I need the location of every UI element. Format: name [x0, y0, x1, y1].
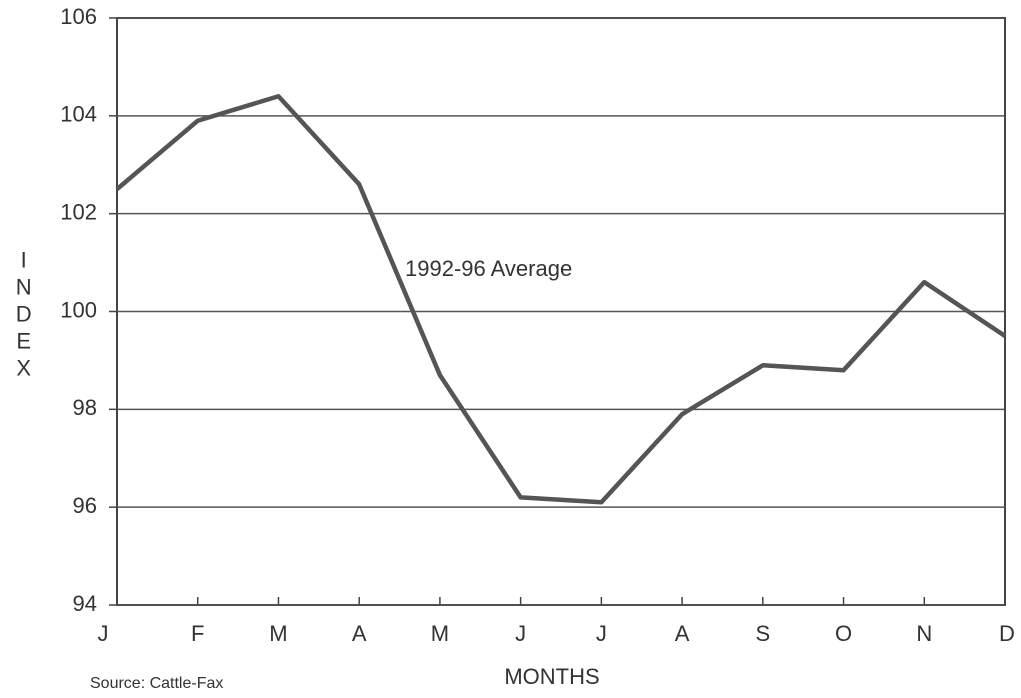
x-tick-label: O [835, 621, 852, 646]
x-tick-label: J [515, 621, 526, 646]
y-axis-label: INDEX [11, 248, 36, 383]
x-tick-label: M [431, 621, 449, 646]
x-tick-label: A [675, 621, 690, 646]
series-label: 1992-96 Average [405, 256, 572, 281]
x-axis-label: MONTHS [504, 664, 599, 689]
x-tick-label: N [916, 621, 932, 646]
y-tick-label: 102 [60, 199, 97, 224]
source-note: Source: Cattle-Fax [90, 675, 223, 692]
x-tick-label: M [269, 621, 287, 646]
x-tick-label: F [191, 621, 204, 646]
y-tick-label: 106 [60, 4, 97, 29]
x-tick-label: J [596, 621, 607, 646]
x-tick-label: S [755, 621, 770, 646]
y-tick-label: 96 [73, 493, 97, 518]
y-tick-label: 100 [60, 297, 97, 322]
x-tick-label: A [352, 621, 367, 646]
y-tick-label: 104 [60, 102, 97, 127]
y-tick-label: 98 [73, 395, 97, 420]
x-tick-label: J [98, 621, 109, 646]
data-line [115, 94, 1007, 505]
y-tick-label: 94 [73, 591, 97, 616]
x-tick-label: D [999, 621, 1015, 646]
